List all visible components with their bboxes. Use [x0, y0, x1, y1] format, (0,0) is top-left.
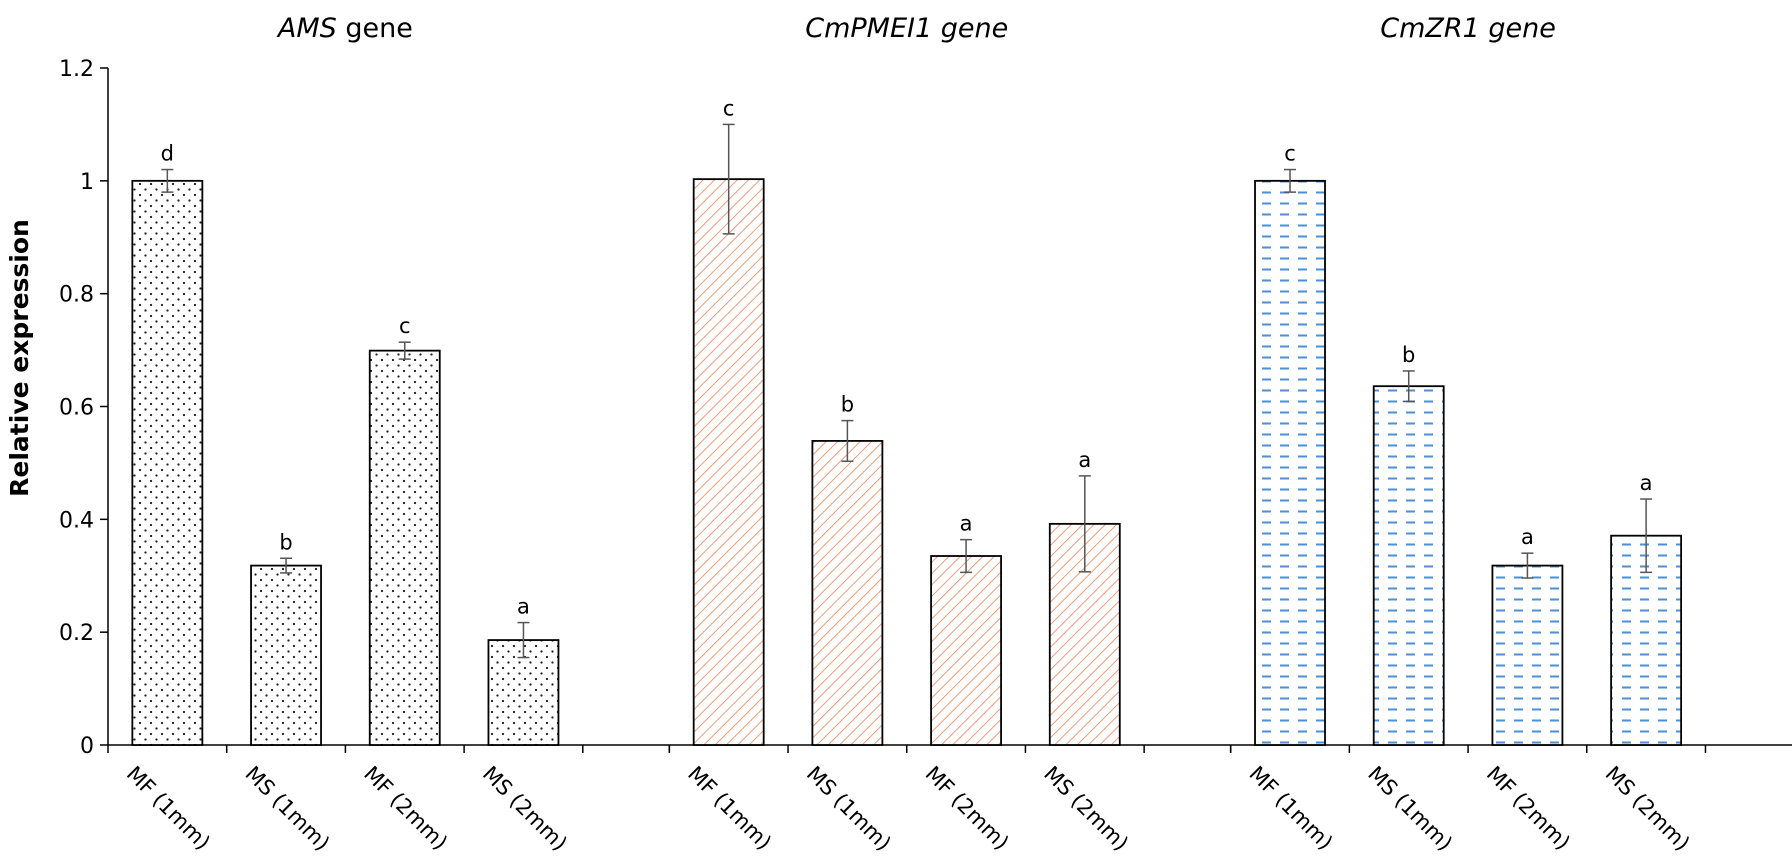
y-tick-label: 0	[80, 734, 94, 759]
category-label: MS (1mm)	[241, 762, 335, 852]
significance-letter: c	[399, 314, 411, 338]
category-label: MF (1mm)	[1244, 762, 1337, 852]
significance-letter: a	[1640, 471, 1653, 495]
panel-1: AMS gene d b c a	[131, 13, 560, 746]
category-label: MF (2mm)	[921, 762, 1014, 852]
bar	[1491, 564, 1564, 746]
panel-2: CmPMEI1 gene c b a a	[692, 13, 1121, 746]
y-tick-label: 0.4	[59, 508, 94, 533]
y-tick-label: 1	[80, 170, 94, 195]
bar	[1372, 385, 1445, 746]
category-label: MS (1mm)	[802, 762, 896, 852]
significance-letter: c	[1284, 142, 1296, 166]
panels: AMS gene d b c a CmPMEI1 gene c b a a CmZR1 gene c b…	[131, 13, 1683, 746]
significance-letter: a	[517, 595, 530, 619]
bar	[811, 440, 884, 746]
bar	[250, 564, 322, 746]
panel-3: CmZR1 gene c b a a	[1254, 13, 1683, 746]
significance-letter: b	[841, 393, 854, 417]
category-label: MF (2mm)	[359, 762, 452, 852]
significance-letter: a	[1078, 448, 1091, 472]
panel-title-italic: CmPMEI1 gene	[805, 13, 1008, 44]
bar	[930, 555, 1002, 746]
category-label: MF (1mm)	[683, 762, 776, 852]
bar	[131, 179, 204, 746]
y-axis-label: Relative expression	[5, 219, 34, 497]
y-tick-label: 0.2	[59, 621, 94, 646]
category-label: MS (2mm)	[1039, 762, 1133, 852]
category-label: MF (2mm)	[1482, 762, 1575, 852]
significance-letter: a	[960, 512, 973, 536]
significance-letter: b	[1402, 343, 1415, 367]
category-label: MS (2mm)	[1601, 762, 1695, 852]
significance-letter: a	[1521, 525, 1534, 549]
panel-title-italic: AMS	[276, 13, 337, 44]
panel-title: CmPMEI1 gene	[805, 13, 1008, 44]
bar	[692, 178, 765, 746]
y-tick-label: 1.2	[59, 57, 94, 82]
y-tick-label: 0.6	[59, 396, 94, 421]
panel-title-italic: CmZR1 gene	[1380, 13, 1556, 44]
significance-letter: c	[723, 96, 735, 120]
significance-letter: d	[161, 142, 174, 166]
category-label: MF (1mm)	[122, 762, 215, 852]
panel-title: CmZR1 gene	[1380, 13, 1556, 44]
significance-letter: b	[279, 530, 292, 554]
bar	[1254, 179, 1326, 746]
panel-title-plain: gene	[337, 13, 413, 44]
panel-title: AMS gene	[276, 13, 413, 44]
category-label: MS (2mm)	[478, 762, 572, 852]
category-label: MS (1mm)	[1363, 762, 1457, 852]
y-tick-label: 0.8	[59, 283, 94, 308]
bar	[368, 349, 441, 746]
